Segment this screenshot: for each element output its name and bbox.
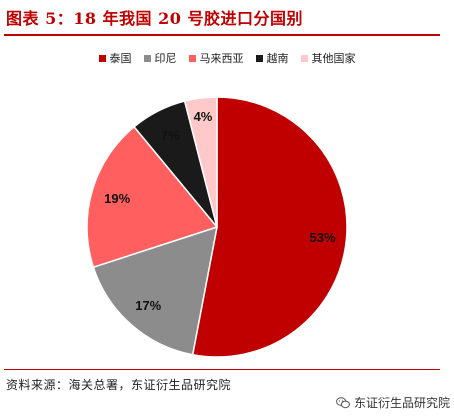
legend-item-indonesia: 印尼 (143, 50, 177, 66)
wechat-icon (336, 396, 350, 408)
legend-item-malaysia: 马来西亚 (188, 50, 244, 66)
watermark: 东证衍生品研究院 (336, 394, 450, 411)
legend-label: 泰国 (109, 52, 132, 65)
watermark-text: 东证衍生品研究院 (353, 396, 450, 410)
pie-slice-other (183, 96, 218, 228)
chart-legend: 泰国 印尼 马来西亚 越南 其他国家 (0, 50, 454, 66)
source-divider (4, 369, 440, 370)
figure-title: 图表 5：18 年我国 20 号胶进口分国别 (6, 9, 303, 28)
pie-slice-thailand (191, 96, 348, 358)
source-note: 资料来源：海关总署，东证衍生品研究院 (6, 378, 232, 392)
legend-label: 马来西亚 (199, 52, 244, 65)
legend-swatch (300, 54, 308, 62)
data-label: 17% (135, 298, 161, 313)
legend-label: 其他国家 (311, 52, 356, 65)
legend-swatch (143, 54, 151, 62)
data-label: 4% (194, 109, 213, 124)
legend-item-thailand: 泰国 (98, 50, 132, 66)
legend-swatch (255, 54, 263, 62)
data-label: 19% (104, 191, 130, 206)
data-label: 7% (161, 128, 180, 143)
legend-item-vietnam: 越南 (255, 50, 289, 66)
legend-item-other: 其他国家 (300, 50, 356, 66)
data-label: 53% (310, 230, 336, 245)
title-divider (4, 34, 440, 36)
legend-swatch (98, 54, 106, 62)
legend-label: 印尼 (154, 52, 177, 65)
legend-swatch (188, 54, 196, 62)
legend-label: 越南 (266, 52, 289, 65)
pie-slice-indonesia (92, 225, 218, 356)
pie-slice-malaysia (86, 125, 219, 269)
